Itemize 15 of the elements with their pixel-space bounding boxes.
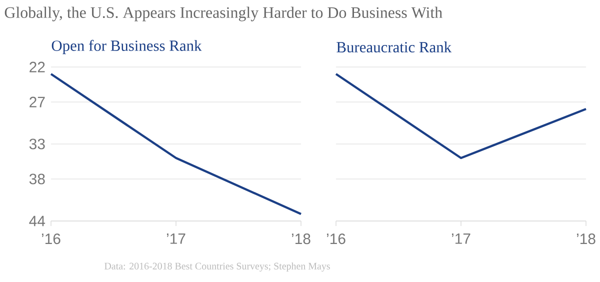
y-tick-label: 22 [30, 62, 45, 72]
chart-subtitle: Open for Business Rank [52, 40, 202, 54]
x-tick-label: ’16 [326, 234, 346, 244]
x-tick-label: ’16 [42, 234, 60, 244]
text: Data: 2016-2018 Best Countries Surveys; Stephen Mays [104, 262, 330, 272]
x-tick-label: ’17 [166, 234, 186, 244]
chart-subtitle: Bureaucratic Rank [336, 42, 452, 52]
y-tick-label: 38 [29, 174, 45, 184]
y-tick-label: 44 [29, 216, 46, 226]
x-tick-label: ’18 [576, 234, 596, 244]
y-tick-label: 33 [29, 138, 45, 150]
y-tick-label: 27 [30, 96, 45, 108]
chart-title: Globally, the U.S. Appears Increasingly Harder to Do Business With [4, 6, 442, 22]
x-tick-label: ’18 [292, 234, 310, 244]
x-tick-label: ’17 [452, 234, 470, 244]
